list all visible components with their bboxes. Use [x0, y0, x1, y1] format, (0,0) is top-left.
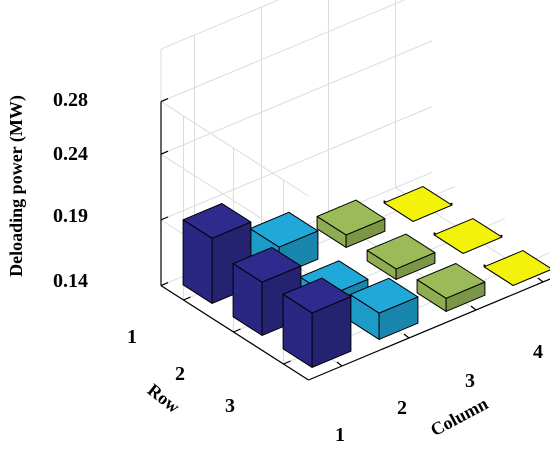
column-axis-tick	[470, 305, 477, 311]
row-tick-label: 1	[127, 326, 137, 348]
column-axis-tick	[537, 277, 544, 283]
column-axis-tick	[336, 361, 343, 367]
back-wall-gridline	[160, 40, 433, 155]
back-wall-gridline	[160, 0, 406, 103]
bar-top-face	[383, 186, 453, 222]
z-tick-label: 0.14	[53, 270, 88, 292]
side-wall-gridline	[160, 101, 309, 197]
bar	[483, 250, 550, 286]
bars	[182, 186, 550, 368]
bar-top-face	[232, 246, 302, 283]
column-tick-label: 2	[397, 397, 407, 419]
row-axis-tick	[183, 296, 191, 301]
bar-top-face	[416, 263, 486, 299]
bar	[282, 277, 352, 368]
column-tick-label: 3	[465, 370, 475, 392]
column-axis-label: Column	[427, 393, 491, 440]
row-axis-tick	[233, 328, 241, 333]
z-axis-tick	[160, 282, 169, 287]
z-axis-tick	[160, 216, 169, 221]
bar	[433, 218, 503, 254]
column-tick-label: 1	[335, 424, 345, 446]
bar-top-face	[483, 250, 550, 286]
bar-top-face	[316, 199, 386, 236]
z-tick-label: 0.24	[53, 143, 88, 165]
row-tick-label: 2	[175, 363, 185, 385]
bar	[349, 277, 419, 340]
column-tick-label: 4	[533, 341, 543, 363]
bar	[416, 263, 486, 312]
row-tick-label: 3	[225, 395, 235, 417]
axes	[160, 98, 550, 381]
bar	[316, 199, 386, 248]
bar-top-face	[182, 203, 252, 239]
bar-top-face	[249, 211, 319, 248]
column-axis-line	[308, 278, 550, 381]
bar-top-face	[349, 277, 419, 314]
bar-top-face	[282, 277, 352, 314]
z-axis-label: Deloading power (MW)	[6, 95, 27, 277]
z-axis-tick	[160, 150, 169, 155]
column-axis-tick	[403, 333, 410, 339]
bar	[232, 246, 302, 336]
row-axis-label: Row	[144, 380, 184, 417]
z-axis-tick	[160, 98, 169, 103]
back-wall-gridline	[160, 0, 280, 50]
z-tick-label: 0.19	[53, 205, 88, 227]
row-axis-tick	[283, 360, 291, 365]
z-tick-label: 0.28	[53, 89, 88, 111]
bar-top-face	[433, 218, 503, 254]
back-wall-gridline	[160, 106, 433, 221]
bar	[366, 233, 436, 280]
bar	[383, 186, 453, 222]
bar-top-face	[366, 233, 436, 270]
